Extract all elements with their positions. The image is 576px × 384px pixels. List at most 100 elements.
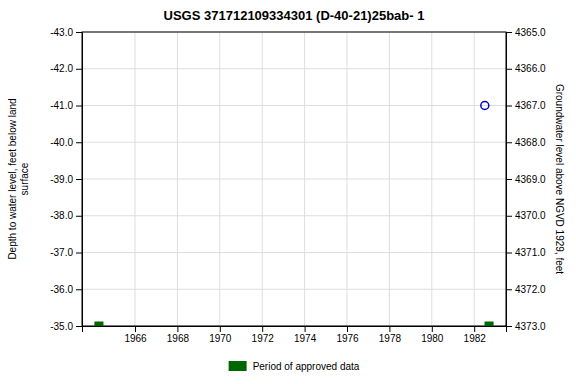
y-axis-tick-mark bbox=[76, 326, 82, 327]
y2-axis-tick: 4371.0 bbox=[506, 247, 546, 258]
x-axis-tick: 1982 bbox=[464, 326, 487, 344]
square-point bbox=[485, 322, 493, 326]
y2-axis-tick-mark bbox=[506, 142, 512, 143]
title: USGS 371712109334301 (D-40-21)25bab- 1 bbox=[164, 8, 425, 23]
y2-axis-tick-mark bbox=[506, 253, 512, 254]
y-axis-tick-label: -37.0 bbox=[50, 247, 73, 258]
x-axis-tick: 1970 bbox=[209, 326, 232, 344]
x-axis-tick: 1974 bbox=[294, 326, 317, 344]
y2-axis-tick-mark bbox=[506, 216, 512, 217]
y2-axis-tick-label: 4369.0 bbox=[515, 174, 546, 185]
x-axis-tick-mark bbox=[474, 326, 475, 332]
y-axis-tick-label: -42.0 bbox=[50, 63, 73, 74]
grid-line-y bbox=[82, 215, 506, 216]
y2-axis-tick-label: 4371.0 bbox=[515, 247, 546, 258]
y-axis-line bbox=[76, 33, 83, 327]
x-axis-tick: 1980 bbox=[421, 326, 444, 344]
x-axis-tick: 1978 bbox=[379, 326, 402, 344]
y-axis-tick-label: -40.0 bbox=[50, 137, 73, 148]
chart: 1966 1968 1970 1972 1974 1976 1978 1980 1982 -43.… bbox=[0, 0, 576, 384]
y-axis-tick: -38.0 bbox=[50, 210, 82, 221]
x-axis-tick-label: 1966 bbox=[124, 333, 147, 344]
square-point bbox=[95, 322, 103, 326]
x-axis-tick: 1976 bbox=[336, 326, 359, 344]
x-axis-tick-label: 1970 bbox=[209, 333, 232, 344]
y-axis-tick-label: -43.0 bbox=[50, 27, 73, 38]
y-axis-tick: -39.0 bbox=[50, 174, 82, 185]
x-axis-tick-mark bbox=[432, 326, 433, 332]
x-axis-tick: 1968 bbox=[167, 326, 190, 344]
x-axis-tick-label: 1974 bbox=[294, 333, 317, 344]
y-axis-tick-mark bbox=[76, 216, 82, 217]
y2-axis-line bbox=[507, 33, 513, 327]
y2-axis-tick: 4372.0 bbox=[506, 284, 546, 295]
y-axis-tick: -40.0 bbox=[50, 137, 82, 148]
y-axis-tick-label: -38.0 bbox=[50, 210, 73, 221]
grid-line-y bbox=[82, 68, 506, 69]
x-axis-tick-mark bbox=[135, 326, 136, 332]
y-axis-tick-mark bbox=[76, 142, 82, 143]
y2-axis-tick: 4373.0 bbox=[506, 321, 546, 332]
x-axis-tick-label: 1972 bbox=[252, 333, 275, 344]
y-axis: -43.0 -42.0 -41.0 -40.0 -39.0 -38.0 -37.0 -36.0… bbox=[50, 27, 82, 332]
y2-axis-tick-mark bbox=[506, 106, 512, 107]
y2-axis-tick-label: 4367.0 bbox=[515, 100, 546, 111]
y2-axis-tick-mark bbox=[506, 326, 512, 327]
legend-item: Period of approved data bbox=[229, 361, 360, 372]
y2-axis-tick-label: 4373.0 bbox=[515, 321, 546, 332]
legend-label: Period of approved data bbox=[253, 361, 360, 372]
y2-axis-tick-label: 4372.0 bbox=[515, 284, 546, 295]
grid-line-y bbox=[82, 289, 506, 290]
y2-axis-tick: 4367.0 bbox=[506, 100, 546, 111]
x-axis-tick-mark bbox=[220, 326, 221, 332]
y-axis-tick-mark bbox=[76, 69, 82, 70]
x-axis-tick-label: 1982 bbox=[464, 333, 487, 344]
y-axis-tick-label: -35.0 bbox=[50, 321, 73, 332]
grid bbox=[82, 32, 506, 326]
y2-axis-tick: 4369.0 bbox=[506, 174, 546, 185]
x-axis-tick-mark bbox=[305, 326, 306, 332]
y-axis-tick: -37.0 bbox=[50, 247, 82, 258]
y-axis-tick-mark bbox=[76, 106, 82, 107]
y-axis-tick: -41.0 bbox=[50, 100, 82, 111]
marks bbox=[95, 102, 493, 327]
y2-axis-tick-label: 4370.0 bbox=[515, 210, 546, 221]
y-axis-tick: -36.0 bbox=[50, 284, 82, 295]
x-axis-line bbox=[83, 327, 507, 333]
series bbox=[481, 102, 489, 110]
y-axis-tick-mark bbox=[76, 179, 82, 180]
y-axis-tick-mark bbox=[76, 253, 82, 254]
x-axis-tick: 1966 bbox=[124, 326, 147, 344]
plot-frame bbox=[82, 32, 506, 326]
series bbox=[95, 322, 493, 326]
x-axis-tick-label: 1980 bbox=[421, 333, 444, 344]
y2-axis-tick-mark bbox=[506, 179, 512, 180]
grid-line-y bbox=[82, 252, 506, 253]
x-axis: 1966 1968 1970 1972 1974 1976 1978 1980 1982 bbox=[83, 326, 507, 344]
x-axis-tick-label: 1976 bbox=[336, 333, 359, 344]
y-axis-title-line: surface bbox=[19, 162, 30, 195]
x-axis-tick-label: 1978 bbox=[379, 333, 402, 344]
grid-line-y bbox=[82, 142, 506, 143]
y-axis-tick-mark bbox=[76, 289, 82, 290]
y-axis-tick: -35.0 bbox=[50, 321, 82, 332]
open-circle-point bbox=[481, 102, 489, 110]
grid-line-y bbox=[82, 105, 506, 106]
x-axis-tick-mark bbox=[389, 326, 390, 332]
y2-axis-tick-label: 4368.0 bbox=[515, 137, 546, 148]
y2-axis-tick: 4365.0 bbox=[506, 27, 546, 38]
y2-axis-tick-mark bbox=[506, 32, 512, 33]
y-axis-title-line: Depth to water level, feet below land bbox=[7, 98, 18, 259]
y2-axis-tick: 4370.0 bbox=[506, 210, 546, 221]
y-axis-tick-label: -41.0 bbox=[50, 100, 73, 111]
y2-axis-tick: 4368.0 bbox=[506, 137, 546, 148]
x-axis-tick-label: 1968 bbox=[167, 333, 190, 344]
y2-axis-tick-mark bbox=[506, 69, 512, 70]
grid-line-y bbox=[82, 179, 506, 180]
x-axis-tick-mark bbox=[347, 326, 348, 332]
y2-axis-tick-label: 4365.0 bbox=[515, 27, 546, 38]
x-axis-tick-mark bbox=[262, 326, 263, 332]
y-axis-tick: -42.0 bbox=[50, 63, 82, 74]
x-axis-tick-mark bbox=[177, 326, 178, 332]
y2-axis-title: Groundwater level above NGVD 1929, feet bbox=[554, 84, 565, 274]
